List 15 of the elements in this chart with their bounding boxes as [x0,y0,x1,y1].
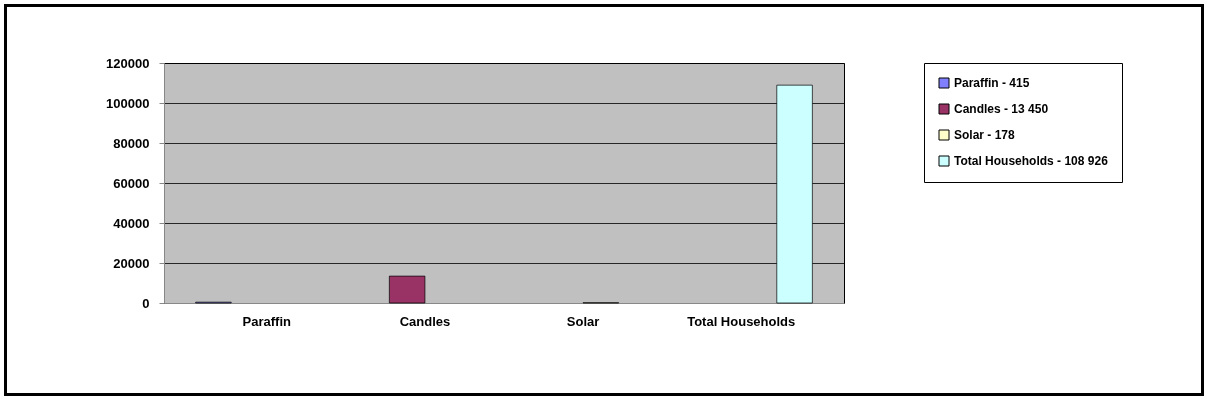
legend-label: Paraffin - 415 [954,76,1030,90]
x-tick-label: Total Households [687,313,796,329]
legend-label: Candles - 13 450 [954,102,1049,116]
y-tick-label: 60000 [113,175,150,191]
x-tick-label: Solar [566,313,600,329]
x-tick-label: Paraffin [242,313,292,329]
y-tick-label: 120000 [106,55,150,71]
y-tick-label: 40000 [113,215,150,231]
y-tick-label: 20000 [113,255,150,271]
legend-label: Total Households - 108 926 [954,154,1109,168]
y-tick-label: 0 [142,295,150,311]
x-tick-label: Candles [399,313,451,329]
y-tick-label: 80000 [113,135,150,151]
y-tick-label: 100000 [106,95,150,111]
legend-label: Solar - 178 [954,128,1016,142]
